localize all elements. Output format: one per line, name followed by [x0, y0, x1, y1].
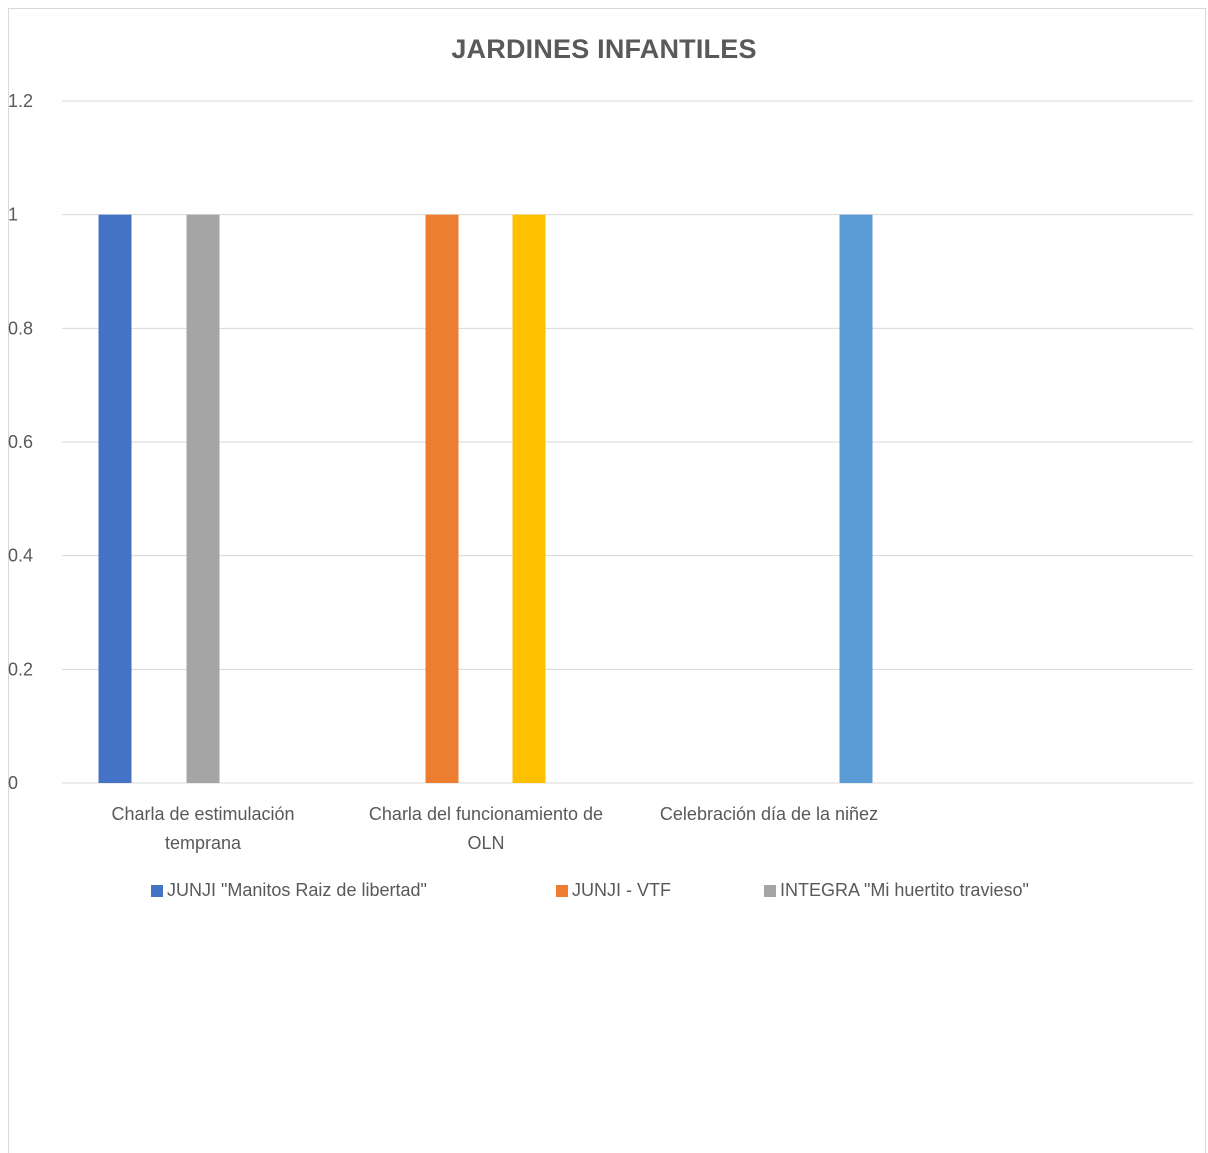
bar [98, 214, 132, 783]
bar [839, 214, 873, 783]
bar [186, 214, 220, 783]
y-tick-label: 0.4 [8, 546, 33, 566]
x-category-label: Charla del funcionamiento de OLN [369, 804, 603, 853]
y-tick-label: 1 [8, 205, 18, 225]
chart-title: JARDINES INFANTILES [451, 34, 757, 64]
bar [425, 214, 459, 783]
legend-swatch [764, 884, 776, 897]
y-tick-label: 0.2 [8, 659, 33, 679]
y-tick-label: 0 [8, 773, 18, 793]
legend-item: JUNJI "Manitos Raiz de libertad" [151, 880, 427, 901]
chart-frame [8, 8, 1206, 1153]
y-tick-label: 0.8 [8, 318, 33, 338]
y-tick-label: 0.6 [8, 432, 33, 452]
legend-item: INTEGRA "Mi huertito travieso" [764, 880, 1029, 901]
bar [512, 214, 546, 783]
chart-legend: JUNJI "Manitos Raiz de libertad" JUNJI - … [0, 880, 1208, 906]
x-category-label: Charla de estimulación temprana [111, 804, 294, 853]
legend-swatch [556, 884, 568, 897]
legend-label: INTEGRA "Mi huertito travieso" [780, 880, 1029, 900]
x-category-label: Celebración día de la niñez [660, 804, 878, 824]
y-tick-label: 1.2 [8, 91, 33, 111]
legend-label: JUNJI "Manitos Raiz de libertad" [167, 880, 427, 900]
legend-item: JUNJI - VTF [556, 880, 671, 901]
legend-label: JUNJI - VTF [572, 880, 671, 900]
legend-swatch [151, 884, 163, 897]
